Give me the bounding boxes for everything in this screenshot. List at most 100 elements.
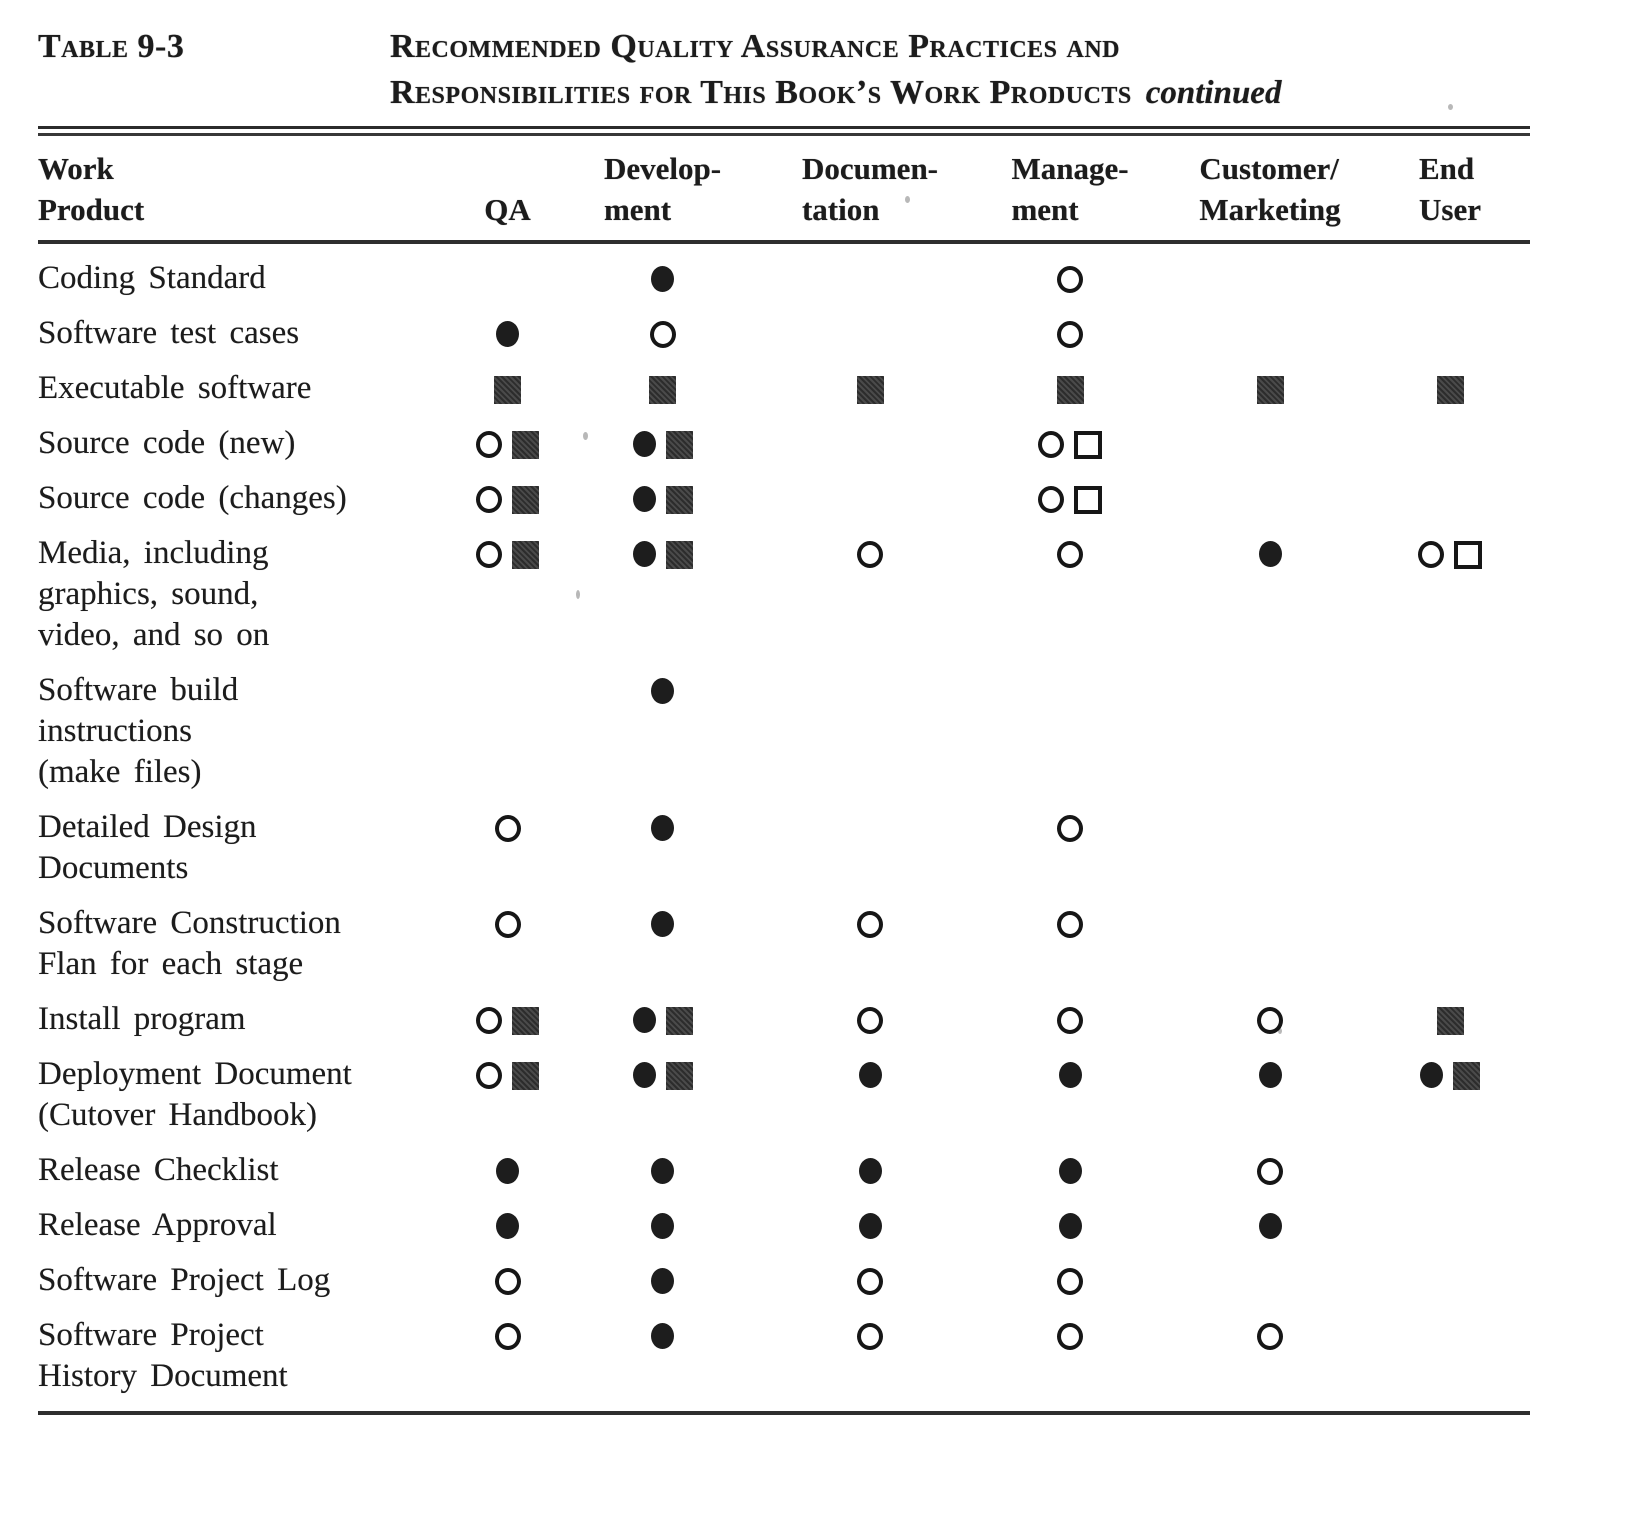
open-circle-icon: [1057, 1268, 1083, 1295]
work-product-label: Software test cases: [38, 313, 460, 354]
management-cell: [970, 368, 1170, 409]
filled-circle-icon: [651, 266, 674, 292]
work-product-label: Software Construction Flan for each stage: [38, 903, 460, 985]
column-header-line1: Work: [38, 151, 114, 186]
development-cell: [555, 903, 770, 985]
open-circle-icon: [1057, 266, 1083, 293]
qa-responsibilities-table: Work Product QA Develop-ment Documen-tation…: [38, 126, 1530, 1415]
work-product-label: Release Approval: [38, 1205, 460, 1246]
filled-square-icon: [649, 376, 676, 404]
column-header-line2: tation: [801, 192, 880, 227]
column-header-customer_marketing: Customer/Marketing: [1170, 148, 1370, 230]
development-cell: [555, 533, 770, 656]
scan-speck: [1448, 104, 1453, 110]
work-product-label-line: Software Project Log: [38, 1262, 331, 1298]
filled-square-icon: [512, 431, 539, 459]
work-product-label-line: Executable software: [38, 370, 312, 406]
work-product-label: Media, including graphics, sound, video, a…: [38, 533, 460, 656]
work-product-label: Install program: [38, 999, 460, 1040]
table-row: Software Construction Flan for each stage: [38, 903, 1530, 985]
table-top-rule: [38, 126, 1530, 136]
open-circle-icon: [857, 911, 883, 938]
work-product-label-line: Documents: [38, 850, 189, 886]
documentation-cell: [770, 1054, 970, 1136]
open-circle-icon: [857, 1323, 883, 1350]
qa-cell: [460, 478, 555, 519]
customer_marketing-cell: [1170, 903, 1370, 985]
filled-circle-icon: [651, 1268, 674, 1294]
development-cell: [555, 807, 770, 889]
documentation-cell: [770, 533, 970, 656]
table-number-label: Table 9-3: [38, 28, 185, 65]
development-cell: [555, 423, 770, 464]
filled-square-icon: [1436, 1007, 1464, 1035]
work-product-label-line: Software build: [38, 672, 239, 708]
documentation-cell: [770, 903, 970, 985]
filled-circle-icon: [632, 541, 656, 567]
column-header-text-work_product: Work Product: [38, 148, 144, 230]
customer_marketing-cell: [1170, 999, 1370, 1040]
management-cell: [970, 313, 1170, 354]
column-header-line2: User: [1419, 192, 1481, 227]
column-header-work_product: Work Product: [38, 148, 460, 230]
management-cell: [970, 258, 1170, 299]
work-product-label-line: Media, including: [38, 535, 269, 571]
work-product-label-line: Install program: [38, 1001, 246, 1037]
open-circle-icon: [1257, 1323, 1283, 1350]
open-circle-icon: [857, 1268, 883, 1295]
open-circle-icon: [494, 815, 521, 842]
filled-square-icon: [1056, 376, 1084, 404]
management-cell: [970, 670, 1170, 793]
filled-circle-icon: [1258, 1213, 1282, 1239]
filled-circle-icon: [632, 486, 656, 512]
management-cell: [970, 478, 1170, 519]
documentation-cell: [770, 423, 970, 464]
table-row: Install program: [38, 999, 1530, 1040]
scan-speck: [583, 432, 588, 440]
qa-cell: [460, 1205, 555, 1246]
open-circle-icon: [476, 541, 502, 568]
table-title-line-1: Recommended Quality Assurance Practices …: [390, 28, 1121, 65]
open-circle-icon: [1057, 1007, 1083, 1034]
table-title-line-2-text: Responsibilities for This Book’s Work Pr…: [390, 74, 1132, 111]
table-row: Source code (changes): [38, 478, 1530, 519]
customer_marketing-cell: [1170, 533, 1370, 656]
customer_marketing-cell: [1170, 1315, 1370, 1397]
development-cell: [555, 1260, 770, 1301]
documentation-cell: [770, 807, 970, 889]
table-row: Software build instructions (make files): [38, 670, 1530, 793]
end_user-cell: [1370, 258, 1530, 299]
work-product-label-line: instructions: [38, 713, 192, 749]
end_user-cell: [1370, 1150, 1530, 1191]
work-product-label-line: graphics, sound,: [38, 576, 259, 612]
work-product-label: Source code (new): [38, 423, 460, 464]
filled-square-icon: [512, 541, 539, 569]
filled-circle-icon: [651, 815, 674, 841]
open-circle-icon: [1257, 1158, 1283, 1185]
customer_marketing-cell: [1170, 670, 1370, 793]
development-cell: [555, 368, 770, 409]
work-product-label-line: Deployment Document: [38, 1056, 352, 1092]
work-product-label-line: Detailed Design: [38, 809, 257, 845]
filled-circle-icon: [858, 1158, 882, 1184]
open-square-icon: [1074, 486, 1102, 514]
management-cell: [970, 1205, 1170, 1246]
open-circle-icon: [649, 321, 676, 348]
qa-cell: [460, 1054, 555, 1136]
work-product-label-line: Software Construction: [38, 905, 341, 941]
column-header-qa: QA: [460, 148, 555, 230]
open-circle-icon: [1038, 431, 1064, 458]
column-header-text-end_user: End User: [1419, 148, 1481, 230]
development-cell: [555, 999, 770, 1040]
end_user-cell: [1370, 903, 1530, 985]
filled-circle-icon: [1058, 1213, 1082, 1239]
development-cell: [555, 478, 770, 519]
work-product-label: Software build instructions (make files): [38, 670, 460, 793]
column-header-development: Develop-ment: [555, 148, 770, 230]
open-circle-icon: [476, 1007, 502, 1034]
table-row: Media, including graphics, sound, video, a…: [38, 533, 1530, 656]
filled-circle-icon: [651, 1213, 674, 1239]
table-title-line-2: Responsibilities for This Book’s Work Pr…: [390, 70, 1281, 116]
filled-circle-icon: [858, 1213, 882, 1239]
customer_marketing-cell: [1170, 807, 1370, 889]
